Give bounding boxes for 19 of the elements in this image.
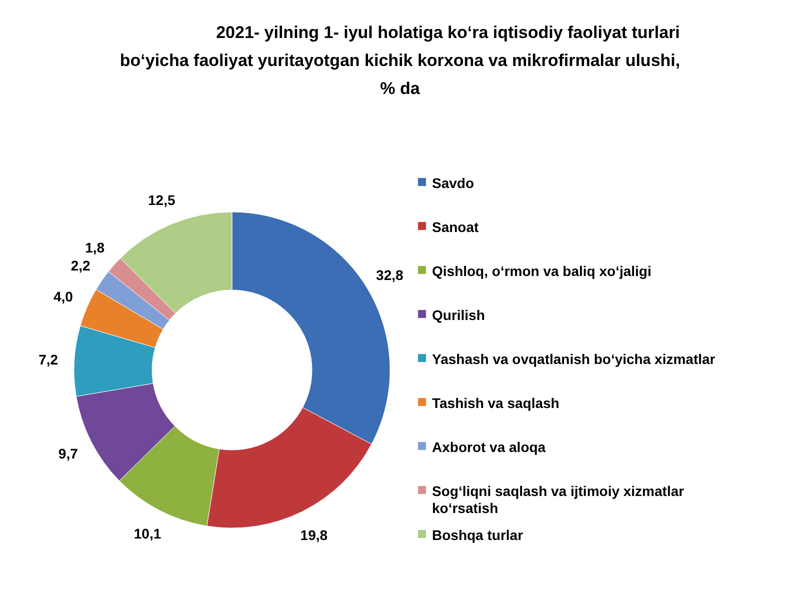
legend-label: Qishloq, o‘rmon va baliq xo‘jaligi	[432, 263, 652, 279]
legend-label: Savdo	[432, 175, 474, 191]
legend-label: Tashish va saqlash	[432, 395, 560, 411]
data-label: 32,8	[376, 267, 404, 284]
legend-label: Sog‘liqni saqlash va ijtimoiy xizmatlar ko‘rsatish	[432, 483, 685, 516]
data-label: 2,2	[70, 257, 91, 274]
legend-label: Boshqa turlar	[432, 527, 524, 543]
legend-label: Sanoat	[432, 219, 480, 235]
data-label: 4,0	[53, 288, 74, 305]
chart-title: 2021- yilning 1- iyul holatiga ko‘ra iqtisodiy faoliyat turlari bo‘yicha faoliyat yuritayotgan kichik korxona va mikrofirmalar ulushi, % da	[120, 23, 680, 98]
legend-label: Axborot va aloqa	[432, 439, 546, 455]
data-label: 1,8	[85, 239, 105, 256]
data-label: 10,1	[134, 525, 162, 542]
data-label: 19,8	[300, 526, 328, 543]
legend-label: Qurilish	[432, 307, 485, 323]
data-label: 12,5	[148, 192, 176, 208]
data-label: 7,2	[38, 351, 58, 368]
legend-label: Yashash va ovqatlanish bo‘yicha xizmatlar	[432, 351, 716, 367]
data-label: 9,7	[58, 446, 78, 462]
